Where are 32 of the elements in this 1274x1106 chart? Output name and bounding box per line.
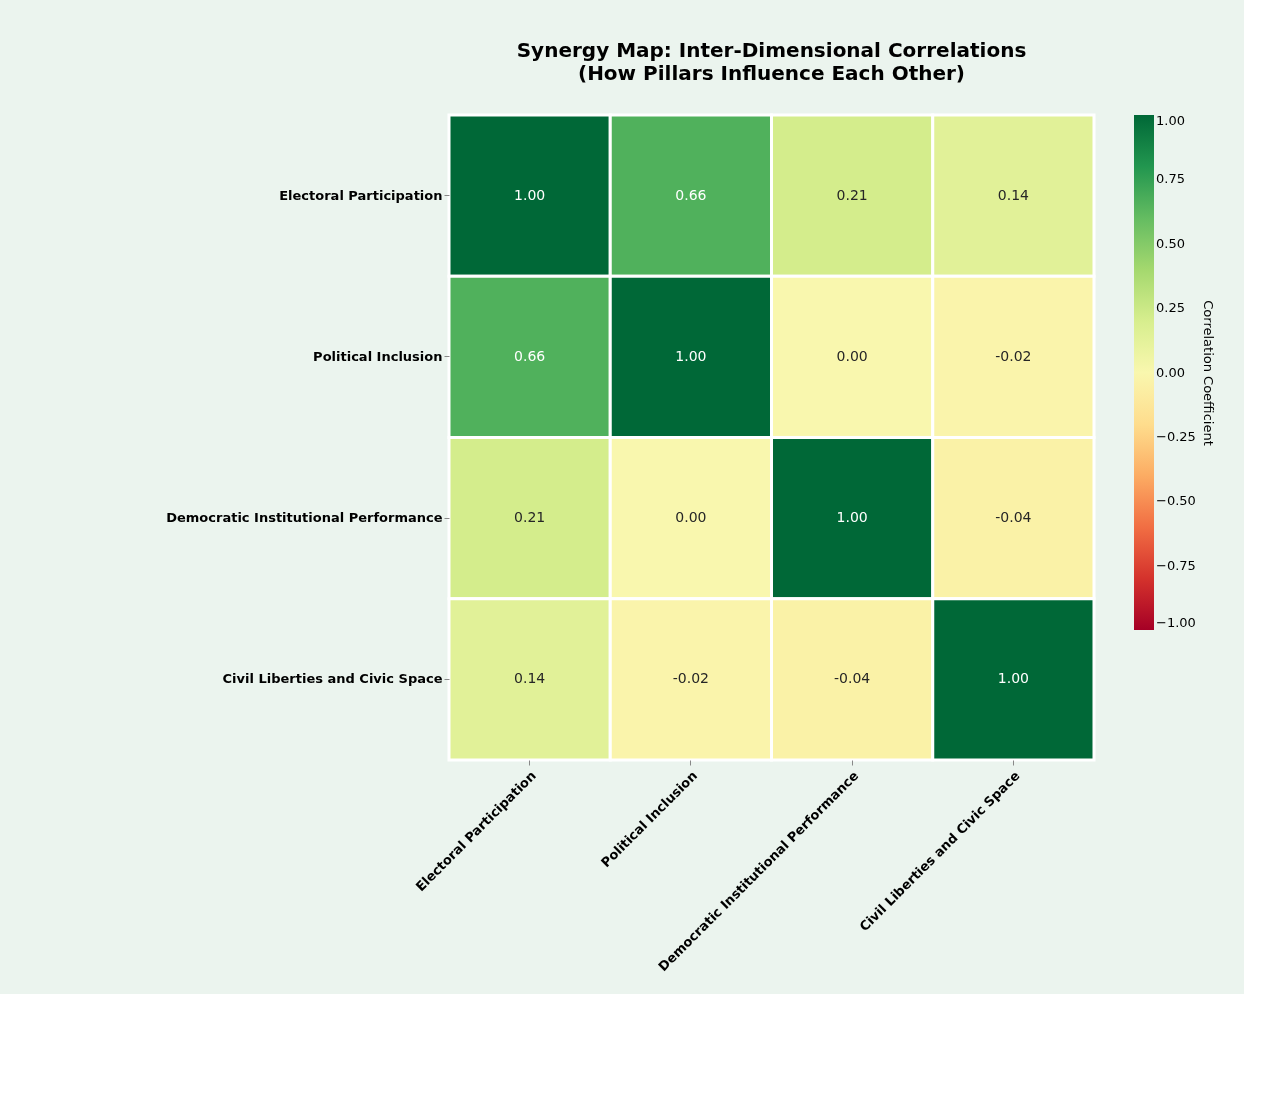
data-label: 1.00 bbox=[514, 186, 546, 203]
color-bar-label: −0.50 bbox=[1156, 493, 1196, 509]
data-label: -0.04 bbox=[995, 509, 1032, 526]
color-bar-label: −0.25 bbox=[1156, 428, 1196, 444]
color-bar-label: 0.75 bbox=[1156, 171, 1185, 187]
data-label: -0.04 bbox=[834, 670, 871, 687]
data-label: 0.21 bbox=[514, 509, 546, 526]
y-tick-label: Democratic Institutional Performance bbox=[166, 510, 443, 526]
color-bar-label: 0.25 bbox=[1156, 300, 1185, 316]
chart-title: Synergy Map: Inter-Dimensional Correlations bbox=[516, 37, 1027, 62]
data-label: 0.00 bbox=[836, 347, 868, 364]
color-bar-label: −0.75 bbox=[1156, 557, 1196, 573]
data-label: -0.02 bbox=[672, 670, 709, 687]
data-label: 0.14 bbox=[997, 186, 1030, 203]
data-label: 0.66 bbox=[675, 186, 707, 203]
data-label: 1.00 bbox=[675, 347, 707, 364]
data-label: -0.02 bbox=[995, 347, 1032, 364]
y-tick-label: Political Inclusion bbox=[313, 348, 443, 364]
color-bar-title: Correlation Coefficient bbox=[1201, 300, 1216, 446]
data-label: 0.66 bbox=[514, 347, 546, 364]
color-bar-label: 0.00 bbox=[1156, 364, 1185, 380]
data-label: 1.00 bbox=[997, 670, 1029, 687]
data-label: 0.14 bbox=[514, 670, 546, 687]
chart-subtitle: (How Pillars Influence Each Other) bbox=[577, 60, 966, 85]
color-bar-label: 0.50 bbox=[1156, 235, 1185, 251]
data-label: 1.00 bbox=[836, 509, 868, 526]
color-bar-label: 1.00 bbox=[1156, 113, 1185, 128]
color-bar-label: −1.00 bbox=[1156, 615, 1196, 630]
data-label: 0.00 bbox=[675, 509, 707, 526]
y-tick-label: Electoral Participation bbox=[279, 187, 443, 203]
y-tick-label: Civil Liberties and Civic Space bbox=[222, 671, 443, 687]
data-label: 0.21 bbox=[836, 186, 868, 203]
